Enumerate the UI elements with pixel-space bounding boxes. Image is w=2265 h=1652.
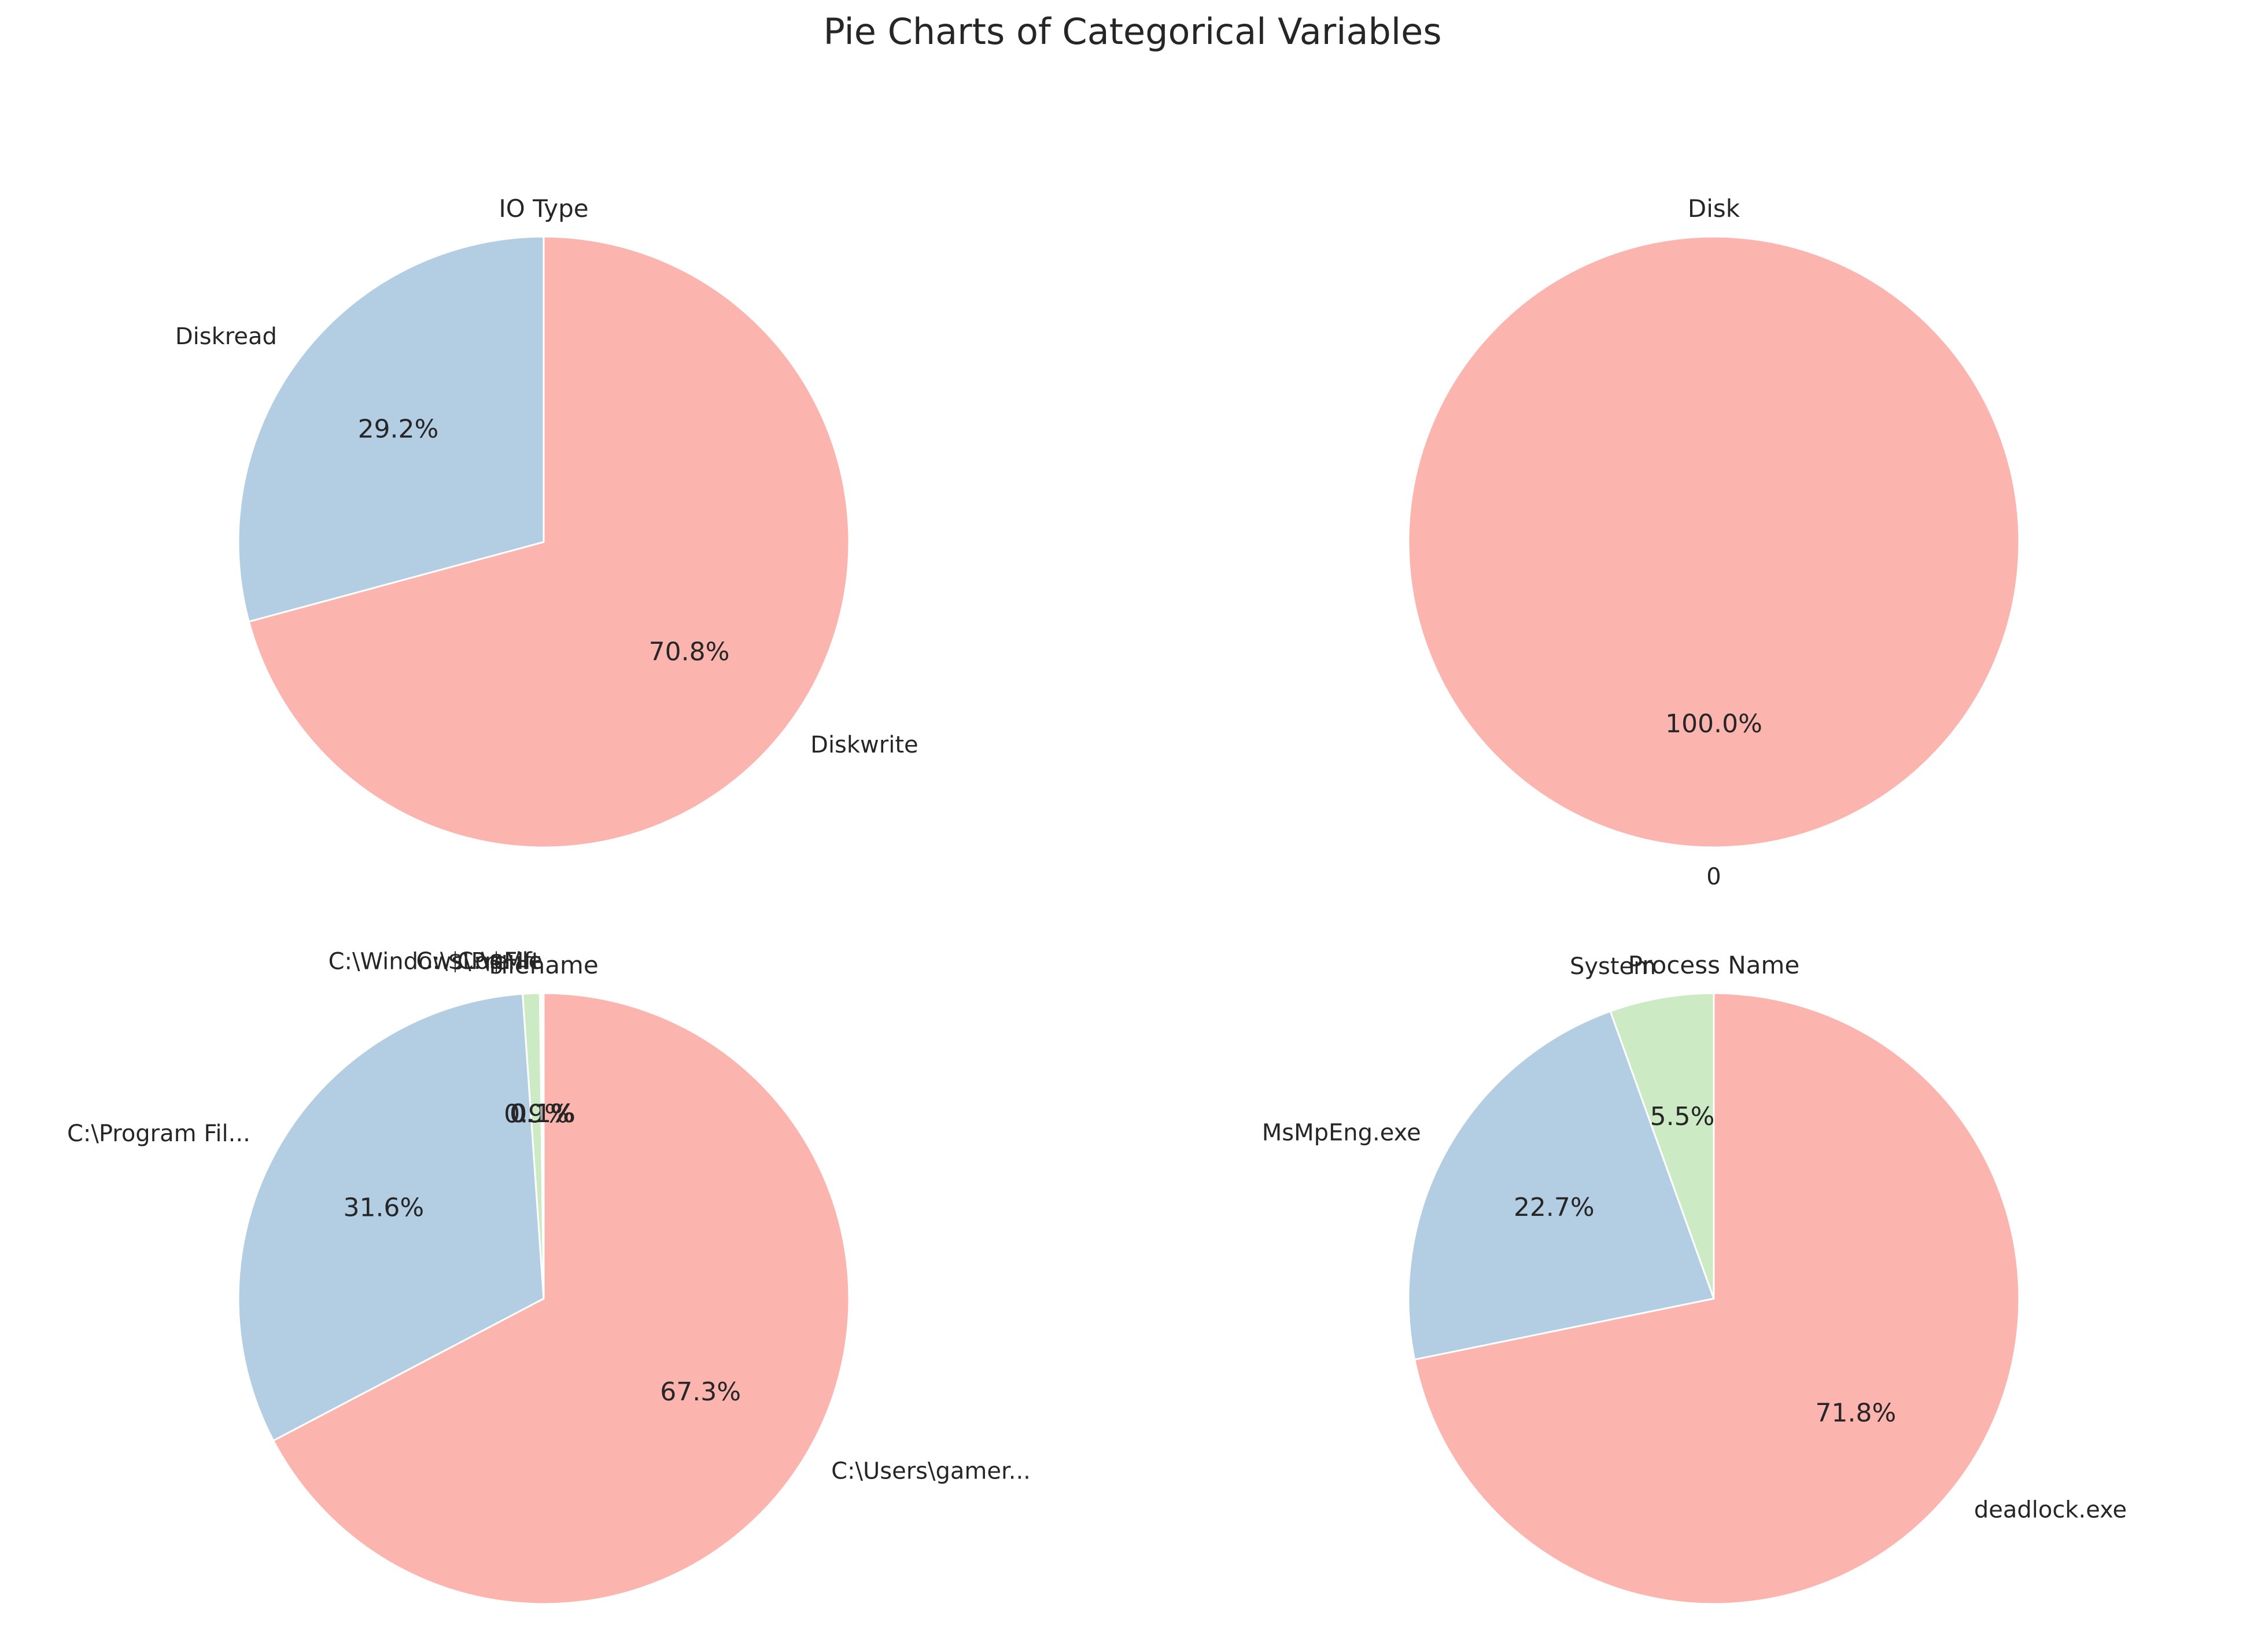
slice-percent-c-logfile: 0.1%: [511, 1099, 576, 1129]
pie-slice-c-users-gamer: [272, 992, 850, 1605]
pie-slice-system: [1609, 992, 1715, 1300]
slice-percent-c-windows-pre: 0.9%: [504, 1099, 569, 1129]
pie-slice-0: [1407, 235, 2020, 849]
pie-slice-c-program-fil: [237, 993, 545, 1442]
slice-percent-diskwrite: 70.8%: [649, 637, 730, 667]
pie-chart-io-type: IO Type Diskwrite 70.8% Diskread 29.2%: [175, 194, 918, 849]
slice-label-deadlock-exe: deadlock.exe: [1974, 1496, 2127, 1523]
slice-percent-msmpeng-exe: 22.7%: [1514, 1193, 1595, 1222]
pie-slice-c-logfile: [541, 992, 545, 1300]
slice-percent-system: 5.5%: [1650, 1102, 1715, 1131]
slice-label-diskread: Diskread: [175, 323, 277, 350]
pie-chart-process-name: Process Name deadlock.exe 71.8% MsMpEng.exe…: [1262, 951, 2127, 1605]
slice-label-msmpeng-exe: MsMpEng.exe: [1262, 1119, 1421, 1146]
slice-percent-c-users-gamer: 67.3%: [660, 1377, 741, 1407]
figure-title: Pie Charts of Categorical Variables: [823, 10, 1442, 53]
subplot-title: Disk: [1688, 194, 1740, 223]
slice-label-0: 0: [1706, 864, 1721, 890]
slice-percent-deadlock-exe: 71.8%: [1815, 1398, 1896, 1428]
pie-slice-diskread: [237, 235, 545, 623]
pie-chart-disk: Disk 0 100.0%: [1407, 194, 2020, 890]
slice-label-system: System: [1570, 953, 1656, 980]
slice-label-diskwrite: Diskwrite: [810, 732, 918, 758]
pie-slice-diskwrite: [248, 235, 850, 849]
slice-label-c-program-fil: C:\Program Fil...: [67, 1120, 250, 1147]
pie-slice-deadlock-exe: [1414, 992, 2020, 1605]
slice-label-c-logfile: C:\$LogFile: [416, 948, 543, 975]
slice-percent-diskread: 29.2%: [358, 414, 439, 444]
pie-chart-filename: Filename C:\Users\gamer... 67.3% C:\Program…: [67, 948, 1031, 1605]
slice-label-c-users-gamer: C:\Users\gamer...: [831, 1458, 1031, 1484]
slice-label-c-windows-pre: C:\Windows\Pre...: [329, 949, 530, 975]
subplot-title: IO Type: [499, 194, 588, 223]
subplot-title: Process Name: [1628, 951, 1800, 979]
slice-percent-0: 100.0%: [1665, 709, 1762, 739]
slice-label-c-mft: C:\$Mft: [458, 948, 541, 975]
slice-percent-c-program-fil: 31.6%: [343, 1193, 424, 1223]
subplot-title: Filename: [489, 951, 598, 979]
pie-slice-msmpeng-exe: [1407, 1010, 1715, 1360]
